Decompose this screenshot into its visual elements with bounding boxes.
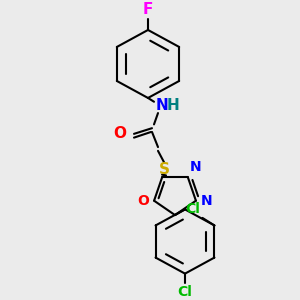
Text: N: N — [190, 160, 202, 174]
Text: F: F — [143, 2, 153, 17]
Text: O: O — [137, 194, 149, 208]
Text: N: N — [201, 194, 212, 208]
Text: Cl: Cl — [186, 202, 200, 216]
Text: S: S — [158, 162, 169, 177]
Text: Cl: Cl — [178, 285, 192, 299]
Text: O: O — [113, 126, 126, 141]
Text: N: N — [156, 98, 168, 113]
Text: H: H — [167, 98, 179, 113]
